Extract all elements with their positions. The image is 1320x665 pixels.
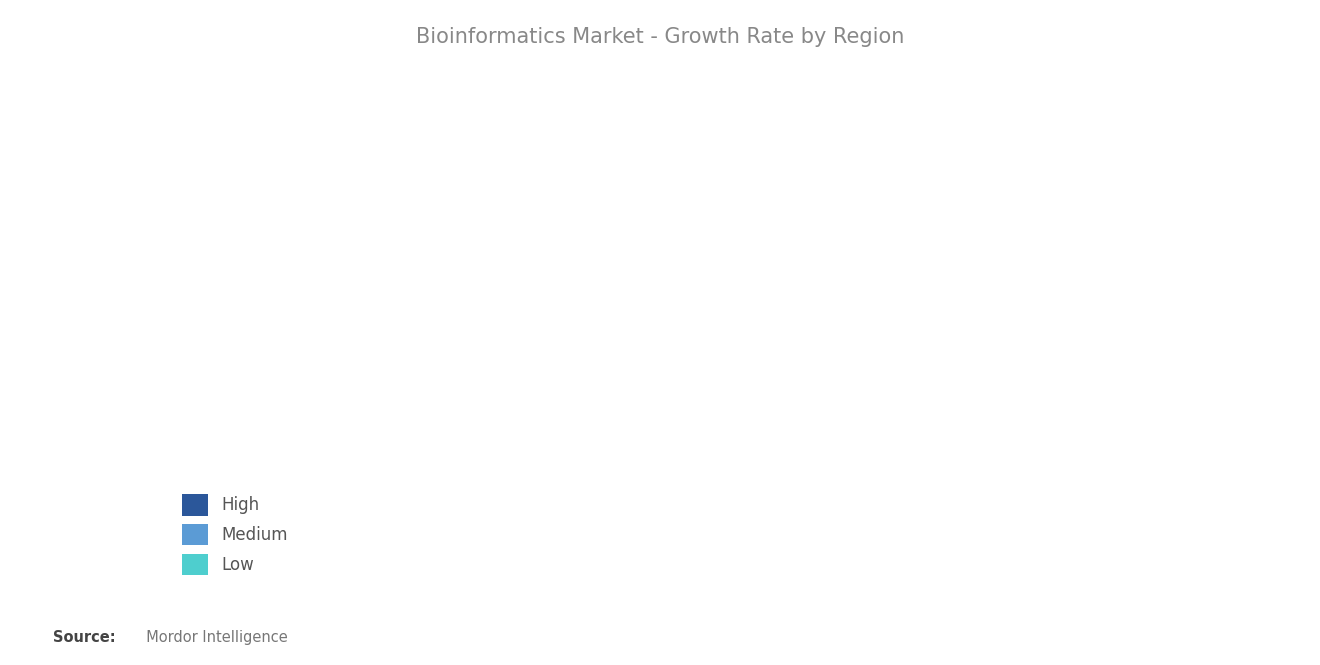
Text: Mordor Intelligence: Mordor Intelligence (137, 630, 288, 645)
Text: Bioinformatics Market - Growth Rate by Region: Bioinformatics Market - Growth Rate by R… (416, 27, 904, 47)
Legend: High, Medium, Low: High, Medium, Low (173, 486, 297, 583)
Text: Source:: Source: (53, 630, 115, 645)
